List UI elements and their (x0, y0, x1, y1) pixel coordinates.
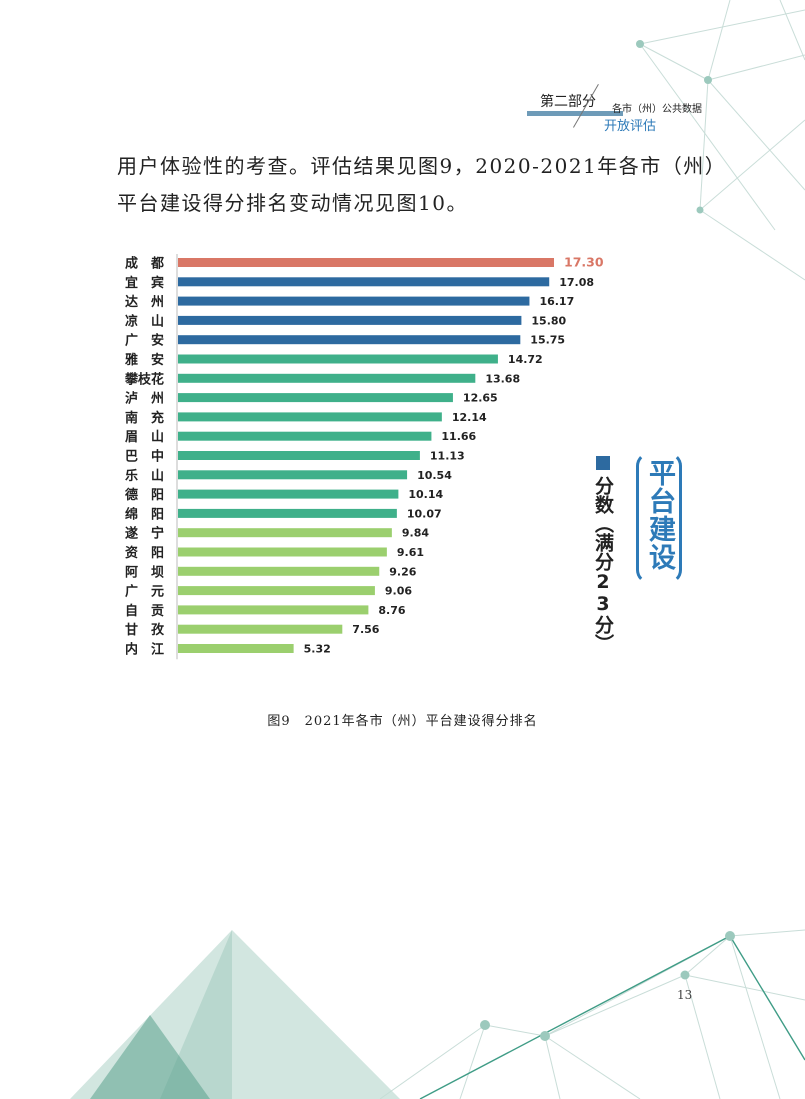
bar (178, 470, 408, 480)
header-accent-bar (527, 111, 623, 116)
side-title: 平台建设 (644, 459, 675, 571)
value-label: 10.07 (407, 507, 442, 520)
category-label: 广 安 (125, 333, 164, 349)
value-label: 9.26 (389, 565, 416, 578)
legend-color-swatch (596, 456, 610, 470)
bar (178, 412, 442, 422)
category-label: 成 都 (125, 256, 164, 272)
bar (178, 508, 397, 518)
category-label: 攀枝花 (124, 371, 164, 387)
value-label: 15.80 (531, 314, 566, 327)
bar (178, 644, 294, 653)
bar (178, 528, 392, 538)
category-label: 阿 坝 (125, 565, 164, 580)
category-label: 内 江 (125, 642, 164, 658)
bar (178, 566, 380, 576)
category-label: 凉 山 (125, 313, 164, 329)
bar (178, 373, 476, 383)
category-label: 资 阳 (125, 545, 164, 561)
header-subtitle: 各市（州）公共数据 (612, 104, 702, 115)
value-label: 12.14 (452, 411, 487, 424)
bar (178, 489, 399, 499)
body-paragraph-line-1: 用户体验性的考查。评估结果见图9，2020-2021年各市（州） (117, 154, 727, 178)
category-label: 绵 阳 (125, 506, 164, 522)
value-label: 17.30 (564, 255, 604, 270)
category-label: 宜 宾 (125, 275, 164, 291)
value-label: 15.75 (530, 334, 565, 347)
bar (178, 393, 453, 403)
category-label: 巴 中 (125, 449, 164, 465)
value-label: 9.06 (385, 585, 412, 598)
header-section-title: 开放评估 (604, 119, 657, 134)
category-label: 德 阳 (125, 487, 164, 503)
bar (178, 605, 369, 615)
bar (178, 335, 521, 345)
category-label: 甘 孜 (125, 622, 165, 638)
bar (178, 354, 498, 364)
bar (178, 431, 432, 441)
value-label: 8.76 (378, 604, 405, 617)
value-label: 12.65 (463, 392, 498, 405)
bar (178, 296, 530, 306)
bar (178, 586, 375, 596)
bar (178, 451, 420, 460)
category-label: 眉 山 (125, 429, 164, 445)
legend-label: 分数（满分23分） (592, 476, 614, 653)
platform-score-bar-chart: 成 都 17.30 宜 宾 17.08 达 州 16.17 凉 山 15.80 广 安 15.75… (124, 254, 604, 660)
value-label: 5.32 (304, 643, 331, 656)
category-label: 达 州 (125, 294, 164, 310)
category-label: 广 元 (125, 584, 164, 600)
category-label: 自 贡 (125, 603, 164, 619)
value-label: 16.17 (539, 295, 574, 308)
category-label: 雅 安 (125, 352, 164, 368)
category-label: 乐 山 (125, 468, 164, 484)
value-label: 14.72 (508, 353, 543, 366)
header-part-label: 第二部分 (540, 94, 596, 110)
bar (178, 258, 554, 267)
category-label: 遂 宁 (125, 526, 164, 542)
bar (178, 547, 387, 557)
value-label: 17.08 (559, 276, 594, 289)
category-label: 泸 州 (125, 391, 164, 407)
figure-caption: 图9 2021年各市（州）平台建设得分排名 (267, 714, 538, 729)
body-paragraph-line-2: 平台建设得分排名变动情况见图10。 (117, 191, 468, 215)
side-title-bracket: 平台建设 (636, 452, 682, 584)
value-label: 13.68 (485, 372, 520, 385)
bar (178, 624, 343, 634)
value-label: 10.54 (417, 469, 452, 482)
bar (178, 315, 522, 325)
value-label: 11.13 (430, 450, 465, 463)
value-label: 9.61 (397, 546, 424, 559)
bar (178, 277, 550, 287)
value-label: 9.84 (402, 527, 429, 540)
category-label: 南 充 (125, 410, 164, 426)
page-number: 13 (677, 988, 693, 1002)
value-label: 11.66 (441, 430, 476, 443)
value-label: 10.14 (408, 488, 443, 501)
value-label: 7.56 (352, 623, 379, 636)
